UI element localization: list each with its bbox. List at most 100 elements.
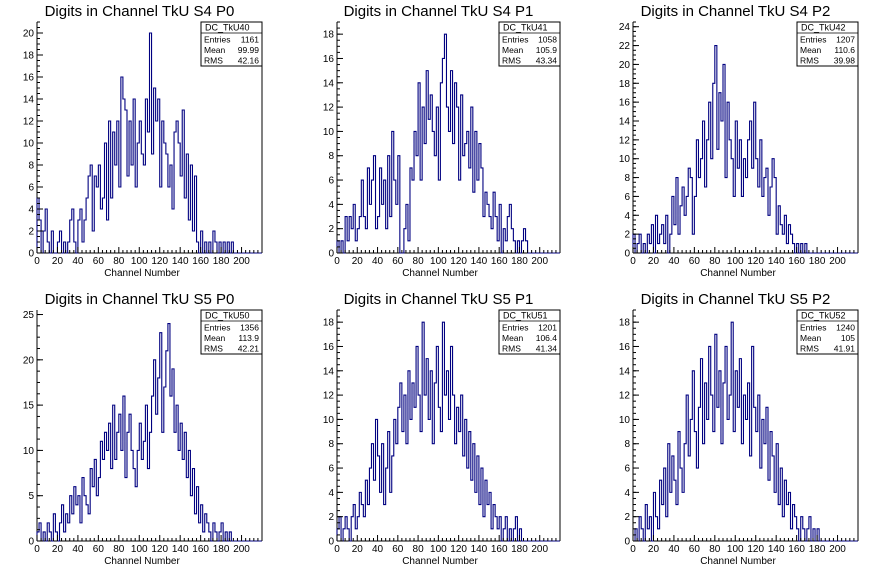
x-tick-label: 0 [334,544,340,555]
panel-title: Digits in Channel TkU S4 P2 [641,3,831,20]
x-tick-label: 60 [392,256,404,267]
x-tick-label: 0 [34,544,40,555]
stats-mean-value: 99.99 [238,45,260,55]
y-tick-label: 12 [23,117,35,128]
histogram-panel: Digits in Channel TkU S5 P00 20 40 60 80 100 1… [23,291,263,567]
x-axis-label: Channel Number [104,268,180,279]
stats-histogram-name: DC_TkU40 [205,23,250,33]
x-tick-label: 100 [430,544,447,555]
x-tick-label: 40 [668,256,680,267]
x-tick-label: 0 [630,544,636,555]
stats-rms-value: 42.21 [238,344,260,354]
stats-entries-label: Entries [800,35,826,45]
stats-histogram-name: DC_TkU42 [801,23,846,33]
y-tick-label: 18 [23,51,35,62]
y-tick-label: 8 [624,173,630,184]
x-tick-label: 200 [233,256,250,267]
y-tick-label: 12 [619,391,631,402]
stats-entries-label: Entries [502,323,528,333]
stats-box-frame [796,309,859,355]
y-tick-label: 4 [28,205,34,216]
x-tick-label: 100 [131,544,148,555]
x-axis-label: Channel Number [402,268,478,279]
y-tick-label: 8 [328,151,334,162]
x-tick-label: 180 [213,256,230,267]
y-tick-label: 2 [328,512,334,523]
y-tick-label: 18 [619,318,631,329]
panel-title: Digits in Channel TkU S5 P0 [45,291,235,308]
stats-box: DC_TkU42 Entries 1207 Mean 110.6 RMS 39.98 [796,21,859,67]
x-tick-label: 180 [809,256,826,267]
y-tick-label: 14 [23,95,35,106]
x-tick-label: 140 [768,544,785,555]
stats-mean-label: Mean [502,45,524,55]
histogram-series [36,323,262,542]
panel-title: Digits in Channel TkU S4 P1 [344,3,534,20]
y-tick-label: 10 [619,154,631,165]
stats-entries-value: 1161 [241,35,260,45]
x-tick-label: 20 [648,544,660,555]
panel-title: Digits in Channel TkU S5 P2 [641,291,831,308]
y-tick-label: 20 [619,60,631,71]
x-tick-label: 160 [788,544,805,555]
x-tick-label: 20 [52,544,64,555]
x-tick-label: 120 [151,256,168,267]
x-tick-label: 160 [192,256,209,267]
x-tick-label: 20 [52,256,64,267]
x-axis-label: Channel Number [104,556,180,567]
histogram-series [633,321,858,542]
x-tick-label: 60 [392,544,404,555]
stats-rms-value: 41.91 [834,344,856,354]
x-tick-label: 0 [334,256,340,267]
x-tick-label: 140 [768,256,785,267]
x-tick-label: 160 [491,256,508,267]
x-tick-label: 20 [648,256,660,267]
x-tick-label: 80 [413,256,425,267]
y-tick-label: 10 [619,415,631,426]
stats-entries-value: 1207 [836,35,855,45]
x-tick-label: 200 [531,256,548,267]
stats-histogram-name: DC_TkU52 [801,311,846,321]
stats-entries-value: 1201 [538,323,557,333]
x-tick-label: 60 [689,544,701,555]
y-tick-label: 4 [624,211,630,222]
x-tick-label: 120 [747,256,764,267]
stats-box: DC_TkU51 Entries 1201 Mean 106.4 RMS 41.34 [498,309,561,355]
x-tick-label: 140 [172,256,189,267]
y-tick-label: 8 [624,439,630,450]
y-tick-label: 8 [328,439,334,450]
stats-rms-label: RMS [204,344,223,354]
x-tick-label: 60 [689,256,701,267]
y-tick-label: 16 [23,73,35,84]
y-tick-label: 0 [624,537,630,548]
histogram-series [336,33,560,254]
x-tick-label: 180 [511,256,528,267]
x-tick-label: 40 [372,256,384,267]
y-tick-label: 6 [28,183,34,194]
stats-entries-value: 1356 [240,323,259,333]
stats-rms-value: 39.98 [834,56,856,66]
stats-mean-label: Mean [502,333,524,343]
x-tick-label: 120 [450,256,467,267]
y-tick-label: 25 [23,310,35,321]
stats-box-frame [498,21,561,67]
stats-box-frame [796,21,859,67]
y-tick-label: 2 [28,227,34,238]
x-tick-label: 20 [352,256,364,267]
y-tick-label: 10 [23,446,35,457]
stats-histogram-name: DC_TkU41 [503,23,548,33]
x-tick-label: 80 [113,256,125,267]
x-axis-label: Channel Number [700,556,776,567]
y-tick-label: 12 [323,103,335,114]
y-tick-label: 12 [619,135,631,146]
y-tick-label: 16 [619,342,631,353]
x-tick-label: 80 [709,544,721,555]
x-tick-label: 200 [531,544,548,555]
stats-rms-label: RMS [800,344,819,354]
x-tick-label: 140 [471,256,488,267]
x-tick-label: 140 [471,544,488,555]
y-tick-label: 18 [619,79,631,90]
x-tick-label: 60 [93,256,105,267]
y-tick-label: 24 [619,22,631,33]
